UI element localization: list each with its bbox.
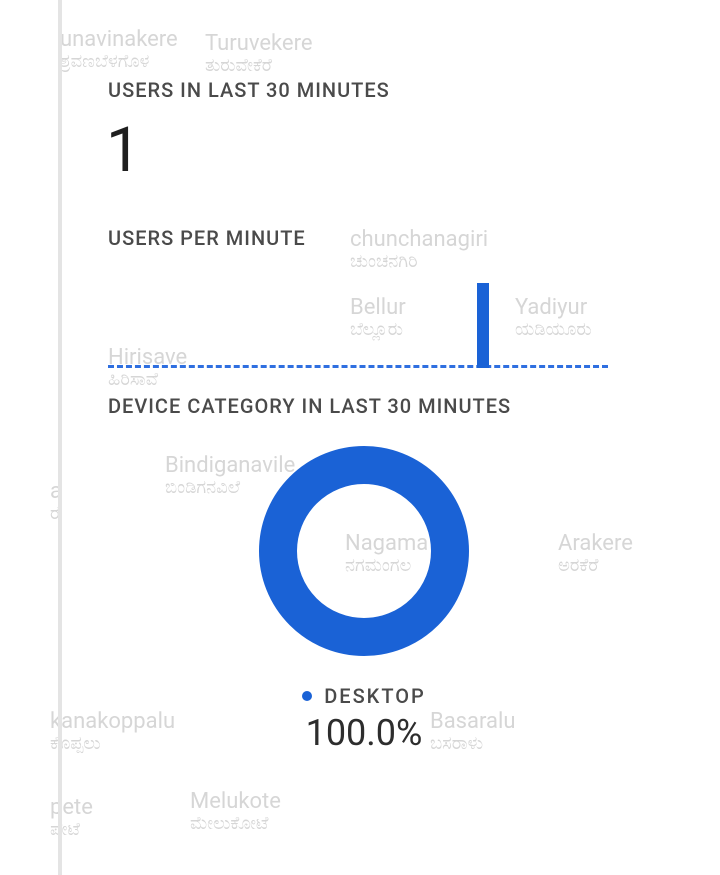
users-per-minute-chart xyxy=(108,268,608,368)
legend-value: 100.0% xyxy=(306,712,423,754)
bg-map-label: unavinakereಶ್ರವಣಬೆಳಗೊಳ xyxy=(60,28,178,72)
left-rail-divider xyxy=(58,0,62,875)
users-last-30-value: 1 xyxy=(106,120,620,182)
legend-label: DESKTOP xyxy=(324,684,426,708)
chart-baseline xyxy=(108,365,608,368)
bg-map-label: Melukoteಮೇಲುಕೋಟೆ xyxy=(190,790,281,834)
users-per-minute-title: USERS PER MINUTE xyxy=(108,226,620,250)
realtime-card: USERS IN LAST 30 MINUTES 1 USERS PER MIN… xyxy=(108,78,620,754)
legend-dot xyxy=(302,691,312,701)
donut-segment xyxy=(278,465,450,637)
device-category-title: DEVICE CATEGORY IN LAST 30 MINUTES xyxy=(108,394,620,418)
device-donut-chart xyxy=(259,446,469,656)
bg-map-label: Turuvekereತುರುವೇಕೆರೆ xyxy=(205,32,313,76)
donut-wrap: DESKTOP 100.0% xyxy=(108,446,620,754)
bg-map-label: peteಪೇಟೆ xyxy=(50,796,93,840)
mini-bar xyxy=(477,283,489,368)
users-last-30-title: USERS IN LAST 30 MINUTES xyxy=(108,78,620,102)
donut-legend: DESKTOP xyxy=(302,684,426,708)
